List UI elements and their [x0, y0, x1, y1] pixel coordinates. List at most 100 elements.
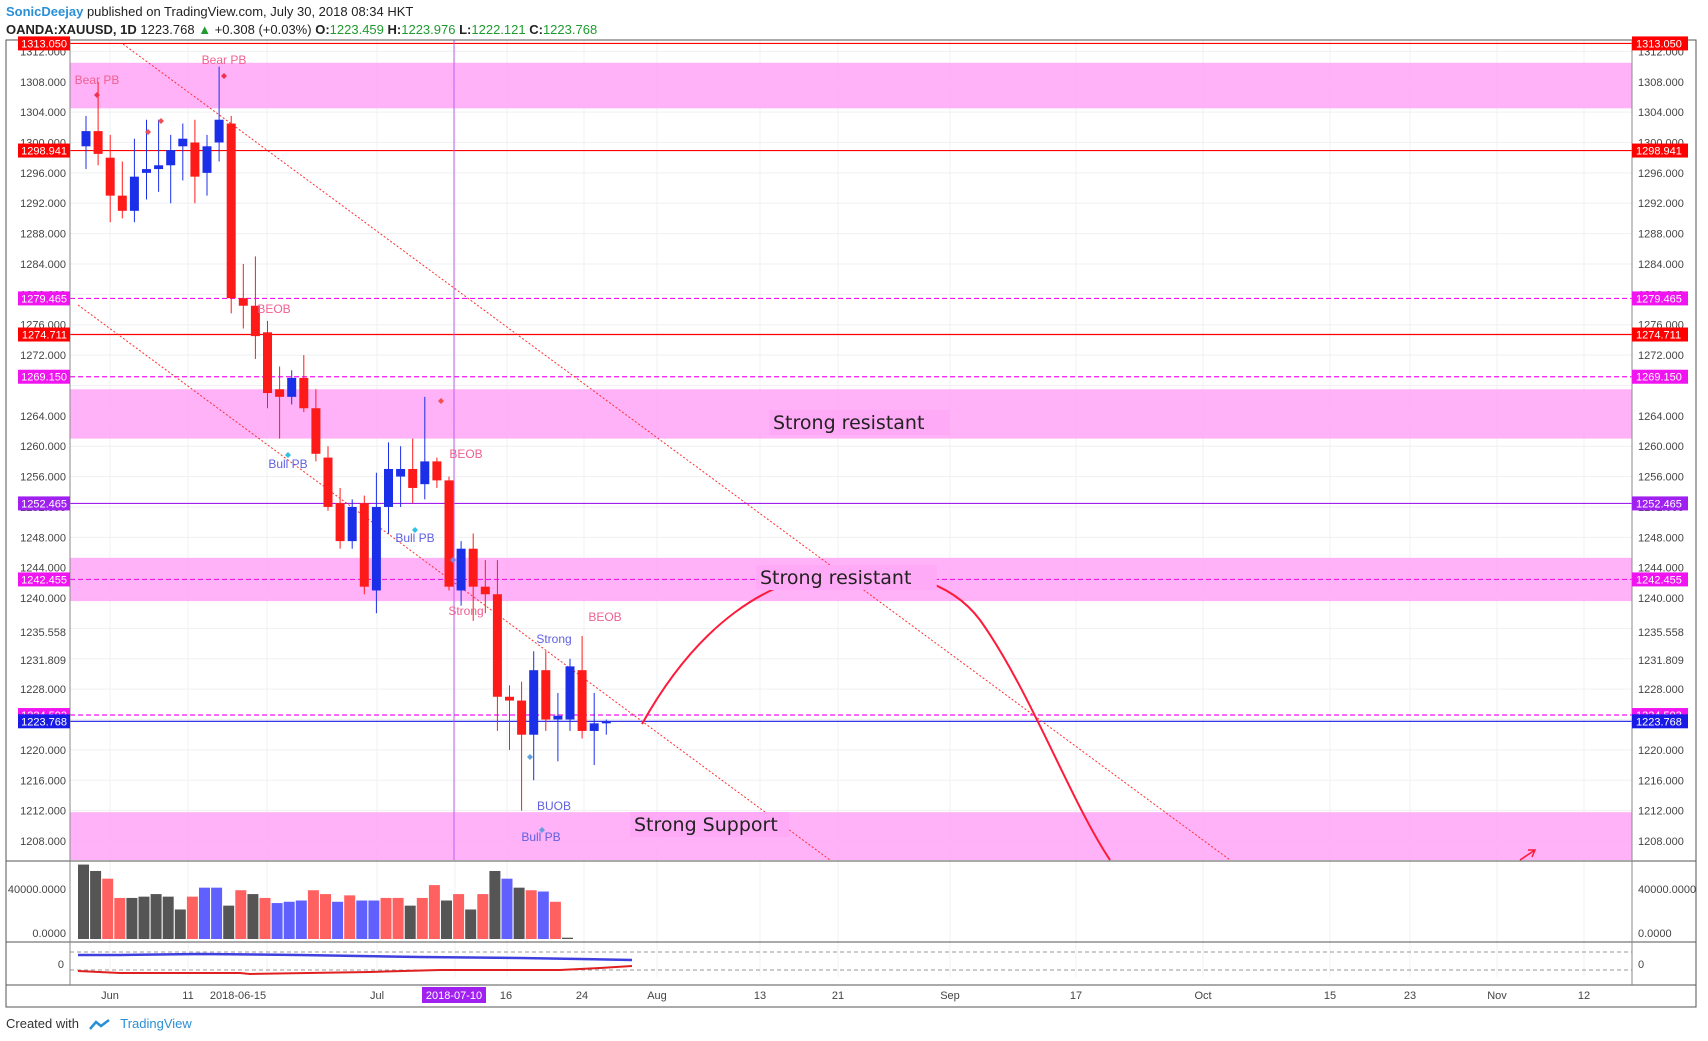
y-tick-right: 1231.809: [1638, 655, 1684, 667]
y-tick-right: 1256.000: [1638, 472, 1684, 484]
tradingview-link[interactable]: TradingView: [120, 1016, 192, 1031]
price-badge-left-text: 1313.050: [21, 38, 67, 50]
candle-body: [263, 332, 272, 394]
candle-body: [214, 119, 224, 143]
y-tick-left: 1288.000: [20, 229, 66, 241]
candle-body: [238, 298, 248, 306]
oscillator-pane: [70, 951, 1632, 976]
annotation-label: Bull PB: [268, 457, 307, 471]
y-tick-left: 1212.000: [20, 806, 66, 818]
price-badge-left: [18, 496, 70, 511]
price-badge-right-text: 1274.711: [1636, 330, 1681, 342]
price-badge-left-text: 1279.465: [21, 293, 67, 305]
y-tick-left: 1248.000: [20, 532, 66, 544]
low-value: 1222.121: [471, 22, 526, 37]
outer-border: [5, 39, 1697, 1008]
candle-body: [432, 461, 442, 481]
volume-bar: [525, 890, 537, 939]
y-tick-left: 1308.000: [20, 77, 66, 89]
volume-bar: [126, 897, 138, 939]
price-badge-right-text: 1242.455: [1636, 574, 1682, 586]
candle-body: [601, 721, 611, 724]
candle-body: [93, 131, 103, 154]
y-tick-right: 1284.000: [1638, 259, 1684, 271]
marker-diamond-icon: [412, 527, 418, 533]
up-arrow-icon: ▲: [198, 22, 212, 37]
volume-bar: [150, 894, 162, 939]
y-tick-left: 1244.000: [20, 563, 66, 575]
y-tick-right: 1264.000: [1638, 411, 1684, 423]
candle-body: [335, 503, 345, 542]
candle-body: [408, 468, 418, 488]
volume-bar: [501, 878, 513, 939]
y-tick-right: 1244.000: [1638, 563, 1684, 575]
y-tick-right: 1228.000: [1638, 684, 1684, 696]
volume-bar: [283, 901, 295, 939]
volume-bar: [344, 895, 356, 939]
volume-bar: [259, 897, 271, 939]
candle-body: [359, 503, 369, 587]
volume-tick-right: 40000.0000: [1638, 884, 1696, 896]
annotation-label: BEOB: [257, 302, 290, 316]
ohlc-legend: OANDA:XAUUSD, 1D 1223.768 ▲ +0.308 (+0.0…: [6, 22, 597, 37]
candle-body: [396, 468, 406, 477]
y-tick-right: 1304.000: [1638, 107, 1684, 119]
volume-bar: [307, 890, 319, 939]
volume-bar: [174, 909, 186, 939]
x-tick: Jun: [101, 990, 119, 1002]
y-tick-left: 1260.000: [20, 441, 66, 453]
y-tick-left: 1292.000: [20, 198, 66, 210]
open-label: O:: [315, 22, 330, 37]
candle-body: [347, 506, 357, 542]
x-tick: 15: [1324, 990, 1336, 1002]
candle-body: [117, 195, 127, 211]
candle-body: [565, 666, 575, 720]
candle-body: [456, 548, 466, 591]
price-badge-right-text: 1313.050: [1636, 38, 1682, 50]
volume-bar: [368, 900, 380, 939]
x-tick: 13: [754, 990, 766, 1002]
candle-body: [299, 377, 309, 409]
volume-bar: [186, 896, 198, 939]
trend-line: [122, 43, 1231, 861]
candle-body: [287, 377, 297, 397]
annotation-label: BUOB: [537, 799, 571, 813]
low-label: L:: [459, 22, 472, 37]
marker-diamond-icon: [527, 754, 533, 760]
candle-body: [202, 146, 212, 173]
last-price: 1223.768: [140, 22, 195, 37]
symbol-label[interactable]: OANDA:XAUUSD, 1D: [6, 22, 137, 37]
x-tick: 16: [500, 990, 512, 1002]
annotation-label: BEOB: [588, 610, 621, 624]
annotation-label: Strong: [448, 604, 483, 618]
open-value: 1223.459: [329, 22, 384, 37]
candle-body: [541, 670, 551, 720]
close-value: 1223.768: [542, 22, 598, 37]
time-axis[interactable]: Jun 11 2018-06-15 Jul 2018-07-10 16 24 Aug 13 21 S…: [101, 987, 1590, 1003]
volume-tick-left: 0.0000: [32, 928, 66, 940]
publish-bar: SonicDeejay published on TradingView.com…: [6, 4, 413, 19]
marker-diamond-icon: [158, 118, 164, 124]
x-tick: Sep: [940, 990, 960, 1002]
price-badge-left: [18, 327, 70, 342]
x-tick: Oct: [1194, 990, 1211, 1002]
zone-label-bg: [756, 565, 937, 590]
volume-bar: [320, 894, 331, 939]
volume-bar: [211, 887, 223, 939]
volume-bar: [138, 896, 150, 939]
y-tick-right: 1216.000: [1638, 775, 1684, 787]
volume-bar: [295, 900, 307, 939]
y-tick-right: 1288.000: [1638, 229, 1684, 241]
y-tick-left: 1240.000: [20, 593, 66, 605]
price-badge-right: [1632, 496, 1688, 511]
candle-body: [226, 123, 236, 299]
price-badge-left-text: 1269.150: [21, 372, 67, 384]
high-value: 1223.976: [401, 22, 456, 37]
annotations: Bear PB Bear PB BEOB Bull PB BEOB Bull PB Stro…: [75, 53, 622, 844]
author-link[interactable]: SonicDeejay: [6, 4, 84, 19]
volume-tick-left: 40000.0000: [8, 884, 66, 896]
marker-diamond-icon: [450, 557, 456, 563]
volume-tick-right: 0.0000: [1638, 928, 1672, 940]
price-badge-left-text: 1242.455: [21, 574, 67, 586]
